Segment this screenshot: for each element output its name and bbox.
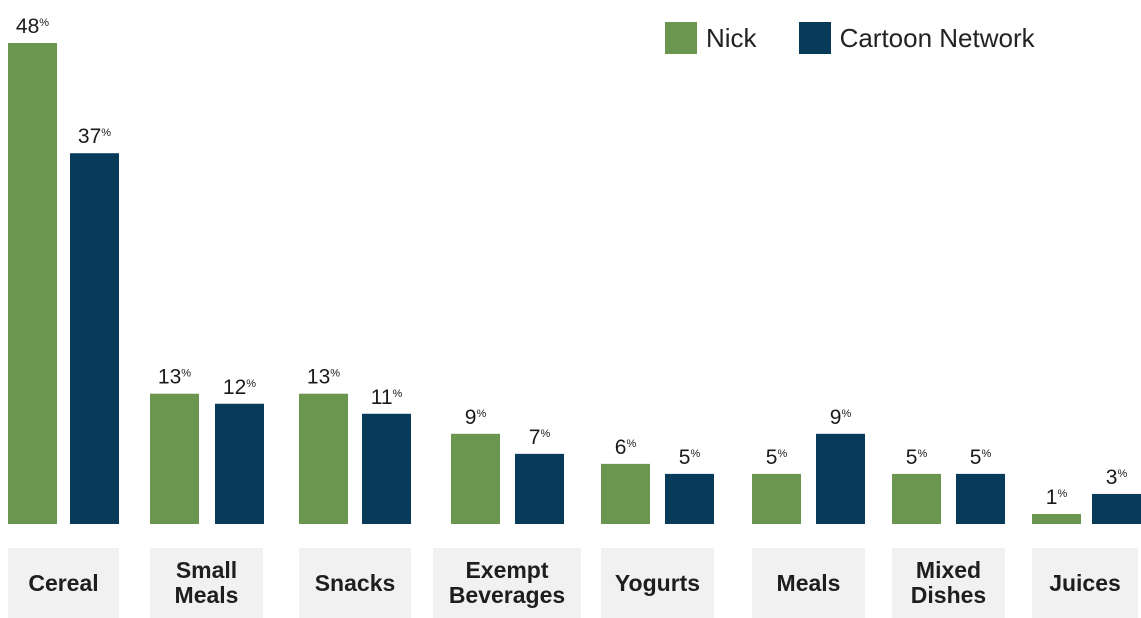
value-label-meals-cartoon-network: 9% bbox=[830, 406, 852, 429]
category-label-snacks: Snacks bbox=[314, 569, 396, 596]
bar-mixed-dishes-cartoon-network bbox=[956, 473, 1005, 524]
bar-cereal-nick bbox=[8, 43, 57, 524]
category-label-juices: Juices bbox=[1049, 569, 1121, 596]
value-label-snacks-cartoon-network: 11% bbox=[371, 386, 403, 409]
bar-snacks-nick bbox=[299, 393, 348, 524]
value-label-yogurts-cartoon-network: 5% bbox=[679, 446, 701, 469]
category-box-cereal: Cereal bbox=[8, 548, 119, 618]
value-label-exempt-beverages-cartoon-network: 7% bbox=[529, 426, 551, 449]
legend-swatch-cartoon-network bbox=[798, 22, 831, 54]
value-label-juices-cartoon-network: 3% bbox=[1106, 466, 1128, 489]
category-box-exempt-beverages: Exempt Beverages bbox=[433, 548, 581, 618]
value-label-cereal-cartoon-network: 37% bbox=[78, 125, 111, 148]
category-label-meals: Meals bbox=[776, 569, 841, 596]
bar-yogurts-nick bbox=[601, 463, 650, 524]
category-label-mixed-dishes: Mixed Dishes bbox=[910, 557, 987, 608]
legend-label-nick: Nick bbox=[706, 22, 757, 53]
value-label-juices-nick: 1% bbox=[1046, 486, 1068, 509]
category-box-snacks: Snacks bbox=[299, 548, 411, 618]
bar-exempt-beverages-nick bbox=[451, 433, 500, 524]
category-label-small-meals: Small Meals bbox=[174, 557, 239, 608]
category-label-exempt-beverages: Exempt Beverages bbox=[448, 557, 566, 608]
category-box-juices: Juices bbox=[1032, 548, 1138, 618]
legend-label-cartoon-network: Cartoon Network bbox=[839, 22, 1035, 53]
value-label-yogurts-nick: 6% bbox=[615, 436, 637, 459]
bar-meals-cartoon-network bbox=[816, 433, 865, 524]
bar-mixed-dishes-nick bbox=[892, 473, 941, 524]
bar-meals-nick bbox=[752, 473, 801, 524]
bar-small-meals-cartoon-network bbox=[215, 403, 264, 524]
bar-juices-nick bbox=[1032, 513, 1081, 524]
value-label-mixed-dishes-cartoon-network: 5% bbox=[970, 446, 992, 469]
category-box-meals: Meals bbox=[752, 548, 865, 618]
bar-yogurts-cartoon-network bbox=[665, 473, 714, 524]
value-label-small-meals-cartoon-network: 12% bbox=[223, 376, 256, 399]
bar-small-meals-nick bbox=[150, 393, 199, 524]
legend-item-nick: Nick bbox=[665, 22, 757, 54]
bar-snacks-cartoon-network bbox=[362, 413, 411, 524]
category-label-cereal: Cereal bbox=[28, 569, 99, 596]
value-label-cereal-nick: 48% bbox=[16, 15, 49, 38]
value-label-meals-nick: 5% bbox=[766, 446, 788, 469]
value-label-mixed-dishes-nick: 5% bbox=[906, 446, 928, 469]
category-label-yogurts: Yogurts bbox=[614, 569, 701, 596]
bar-juices-cartoon-network bbox=[1092, 493, 1141, 524]
category-box-mixed-dishes: Mixed Dishes bbox=[892, 548, 1005, 618]
category-box-yogurts: Yogurts bbox=[601, 548, 714, 618]
value-label-small-meals-nick: 13% bbox=[158, 366, 191, 389]
category-box-small-meals: Small Meals bbox=[150, 548, 263, 618]
bar-exempt-beverages-cartoon-network bbox=[515, 453, 564, 524]
bar-cereal-cartoon-network bbox=[70, 153, 119, 524]
value-label-snacks-nick: 13% bbox=[307, 366, 340, 389]
chart-legend: Nick Cartoon Network bbox=[665, 22, 1077, 54]
value-label-exempt-beverages-nick: 9% bbox=[465, 406, 487, 429]
legend-item-cartoon-network: Cartoon Network bbox=[798, 22, 1035, 54]
legend-swatch-nick bbox=[665, 22, 697, 54]
